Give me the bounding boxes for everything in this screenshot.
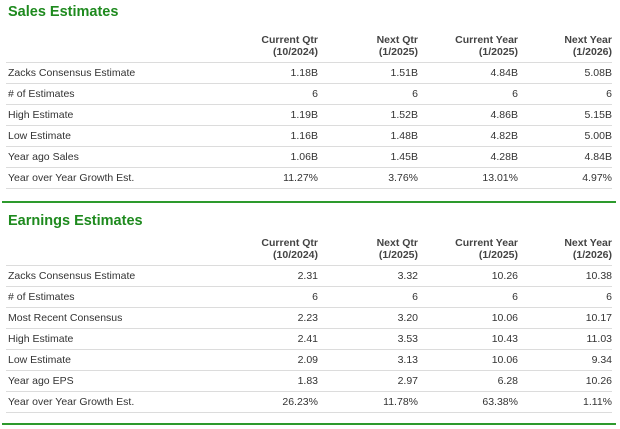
cell-value: 5.08B bbox=[518, 62, 612, 84]
row-label: Year ago EPS bbox=[6, 370, 260, 392]
cell-value: 3.32 bbox=[318, 265, 418, 287]
section-divider bbox=[2, 423, 616, 425]
row-label: Year over Year Growth Est. bbox=[6, 391, 260, 413]
cell-value: 5.00B bbox=[518, 125, 612, 147]
cell-value: 1.83 bbox=[260, 370, 318, 392]
column-header-next-year: Next Year (1/2026) bbox=[518, 23, 612, 63]
cell-value: 10.06 bbox=[418, 307, 518, 329]
column-header-current-qtr: Current Qtr (10/2024) bbox=[260, 231, 318, 266]
row-label: Low Estimate bbox=[6, 125, 260, 147]
row-label: Zacks Consensus Estimate bbox=[6, 265, 260, 287]
cell-value: 11.78% bbox=[318, 391, 418, 413]
cell-value: 10.26 bbox=[518, 370, 612, 392]
column-header-next-qtr: Next Qtr (1/2025) bbox=[318, 23, 418, 63]
table-row: Zacks Consensus Estimate 1.18B 1.51B 4.8… bbox=[6, 62, 612, 84]
table-row: Zacks Consensus Estimate 2.31 3.32 10.26… bbox=[6, 265, 612, 287]
cell-value: 10.38 bbox=[518, 265, 612, 287]
cell-value: 9.34 bbox=[518, 349, 612, 371]
column-header-current-year: Current Year (1/2025) bbox=[418, 23, 518, 63]
cell-value: 6 bbox=[518, 83, 612, 105]
sales-estimates-section: Sales Estimates Current Qtr (10/2024) Nex… bbox=[0, 1, 620, 201]
cell-value: 1.45B bbox=[318, 146, 418, 168]
row-label: # of Estimates bbox=[6, 83, 260, 105]
row-label: Zacks Consensus Estimate bbox=[6, 62, 260, 84]
cell-value: 6 bbox=[318, 286, 418, 308]
row-label: # of Estimates bbox=[6, 286, 260, 308]
table-row: # of Estimates 6 6 6 6 bbox=[6, 83, 612, 105]
cell-value: 6 bbox=[418, 83, 518, 105]
cell-value: 2.31 bbox=[260, 265, 318, 287]
cell-value: 4.28B bbox=[418, 146, 518, 168]
cell-value: 1.52B bbox=[318, 104, 418, 126]
sales-estimates-table: Current Qtr (10/2024) Next Qtr (1/2025) Cu… bbox=[6, 23, 612, 189]
cell-value: 4.86B bbox=[418, 104, 518, 126]
table-header-row: Current Qtr (10/2024) Next Qtr (1/2025) Cu… bbox=[6, 231, 612, 266]
cell-value: 10.26 bbox=[418, 265, 518, 287]
row-label: Most Recent Consensus bbox=[6, 307, 260, 329]
row-label: Low Estimate bbox=[6, 349, 260, 371]
cell-value: 1.18B bbox=[260, 62, 318, 84]
sales-estimates-title: Sales Estimates bbox=[8, 4, 119, 20]
table-row: Low Estimate 1.16B 1.48B 4.82B 5.00B bbox=[6, 125, 612, 147]
row-label: High Estimate bbox=[6, 328, 260, 350]
cell-value: 4.84B bbox=[418, 62, 518, 84]
cell-value: 2.41 bbox=[260, 328, 318, 350]
column-header-label bbox=[6, 231, 260, 266]
table-row: # of Estimates 6 6 6 6 bbox=[6, 286, 612, 308]
cell-value: 10.43 bbox=[418, 328, 518, 350]
column-header-current-qtr: Current Qtr (10/2024) bbox=[260, 23, 318, 63]
cell-value: 1.51B bbox=[318, 62, 418, 84]
table-row: High Estimate 1.19B 1.52B 4.86B 5.15B bbox=[6, 104, 612, 126]
cell-value: 3.13 bbox=[318, 349, 418, 371]
cell-value: 2.09 bbox=[260, 349, 318, 371]
cell-value: 11.27% bbox=[260, 167, 318, 189]
cell-value: 4.82B bbox=[418, 125, 518, 147]
table-row: Most Recent Consensus 2.23 3.20 10.06 10… bbox=[6, 307, 612, 329]
cell-value: 6 bbox=[260, 286, 318, 308]
column-header-next-qtr: Next Qtr (1/2025) bbox=[318, 231, 418, 266]
cell-value: 10.06 bbox=[418, 349, 518, 371]
cell-value: 3.76% bbox=[318, 167, 418, 189]
cell-value: 4.97% bbox=[518, 167, 612, 189]
table-row: Year ago EPS 1.83 2.97 6.28 10.26 bbox=[6, 370, 612, 392]
row-label: Year over Year Growth Est. bbox=[6, 167, 260, 189]
column-header-current-year: Current Year (1/2025) bbox=[418, 231, 518, 266]
cell-value: 2.23 bbox=[260, 307, 318, 329]
cell-value: 26.23% bbox=[260, 391, 318, 413]
column-header-label bbox=[6, 23, 260, 63]
row-label: Year ago Sales bbox=[6, 146, 260, 168]
table-row: High Estimate 2.41 3.53 10.43 11.03 bbox=[6, 328, 612, 350]
table-header-row: Current Qtr (10/2024) Next Qtr (1/2025) Cu… bbox=[6, 23, 612, 63]
table-row: Year over Year Growth Est. 26.23% 11.78%… bbox=[6, 391, 612, 413]
cell-value: 1.19B bbox=[260, 104, 318, 126]
cell-value: 3.53 bbox=[318, 328, 418, 350]
earnings-estimates-section: Earnings Estimates Current Qtr (10/2024) … bbox=[0, 210, 620, 424]
cell-value: 2.97 bbox=[318, 370, 418, 392]
section-divider bbox=[2, 200, 616, 203]
cell-value: 1.48B bbox=[318, 125, 418, 147]
cell-value: 6.28 bbox=[418, 370, 518, 392]
table-row: Low Estimate 2.09 3.13 10.06 9.34 bbox=[6, 349, 612, 371]
cell-value: 6 bbox=[318, 83, 418, 105]
cell-value: 6 bbox=[260, 83, 318, 105]
cell-value: 13.01% bbox=[418, 167, 518, 189]
earnings-estimates-table: Current Qtr (10/2024) Next Qtr (1/2025) Cu… bbox=[6, 231, 612, 413]
cell-value: 11.03 bbox=[518, 328, 612, 350]
cell-value: 1.16B bbox=[260, 125, 318, 147]
column-header-next-year: Next Year (1/2026) bbox=[518, 231, 612, 266]
cell-value: 10.17 bbox=[518, 307, 612, 329]
earnings-estimates-title: Earnings Estimates bbox=[8, 212, 143, 229]
row-label: High Estimate bbox=[6, 104, 260, 126]
cell-value: 6 bbox=[418, 286, 518, 308]
cell-value: 63.38% bbox=[418, 391, 518, 413]
table-row: Year over Year Growth Est. 11.27% 3.76% … bbox=[6, 167, 612, 189]
cell-value: 6 bbox=[518, 286, 612, 308]
table-row: Year ago Sales 1.06B 1.45B 4.28B 4.84B bbox=[6, 146, 612, 168]
cell-value: 5.15B bbox=[518, 104, 612, 126]
cell-value: 4.84B bbox=[518, 146, 612, 168]
cell-value: 1.11% bbox=[518, 391, 612, 413]
cell-value: 3.20 bbox=[318, 307, 418, 329]
cell-value: 1.06B bbox=[260, 146, 318, 168]
